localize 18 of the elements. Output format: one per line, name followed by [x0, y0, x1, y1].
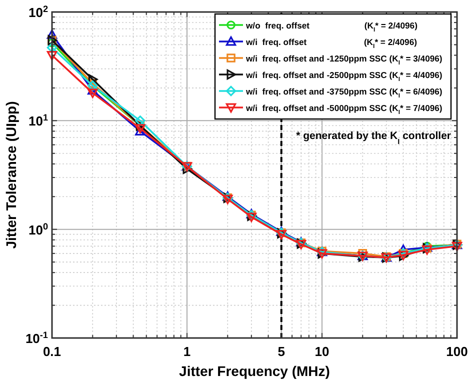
annotation: * generated by the K$_{I}$ controller: [296, 130, 451, 146]
legend-label: w/i freq. offset and -5000ppm SSC (K$_{I}$* = 7/4096): [245, 103, 442, 116]
x-tick-label: 0.1: [42, 344, 62, 359]
y-tick-label: 10$^{-1}$: [25, 330, 48, 346]
legend-label: w/i freq. offset (K$_{I}$* = 2/4096): [245, 37, 418, 50]
y-axis-title: Jitter Tolerance (UIpp): [3, 101, 19, 249]
x-tick-label: 1: [183, 344, 191, 359]
legend-label: w/i freq. offset and -3750ppm SSC (K$_{I}$* = 6/4096): [245, 86, 442, 100]
y-tick-label: 10$^{1}$: [28, 112, 48, 129]
legend-label: w/i freq. offset and -2500ppm SSC (K$_{I}$* = 4/4096): [245, 70, 442, 83]
legend-label: w/i freq. offset and -1250ppm SSC (K$_{I}$* = 3/4096): [245, 54, 442, 66]
y-tick-label: 10$^{0}$: [28, 221, 48, 238]
x-tick-label: 100: [446, 344, 468, 359]
x-tick-label: 5: [278, 344, 285, 359]
y-tick-label: 10$^{2}$: [28, 4, 48, 20]
x-axis-title: Jitter Frequency (MHz): [179, 363, 330, 379]
legend-label: w/o freq. offset (K$_{I}$* = 2/4096): [245, 20, 418, 34]
x-tick-label: 10: [314, 344, 330, 359]
